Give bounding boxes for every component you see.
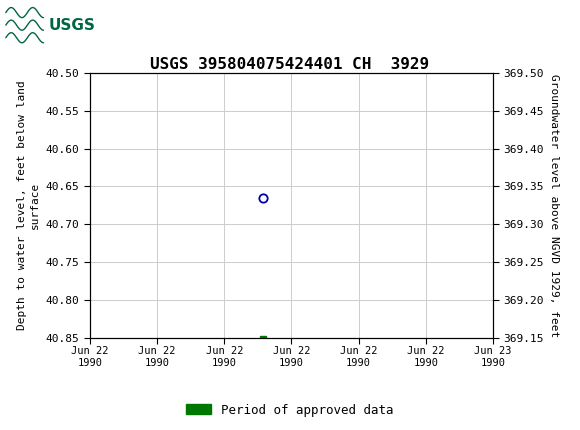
Y-axis label: Depth to water level, feet below land
surface: Depth to water level, feet below land su… — [17, 80, 40, 330]
Legend: Period of approved data: Period of approved data — [181, 399, 399, 421]
Text: USGS 395804075424401 CH  3929: USGS 395804075424401 CH 3929 — [150, 57, 430, 72]
Y-axis label: Groundwater level above NGVD 1929, feet: Groundwater level above NGVD 1929, feet — [549, 74, 560, 337]
Text: USGS: USGS — [48, 18, 95, 33]
Bar — [3, 4, 99, 46]
